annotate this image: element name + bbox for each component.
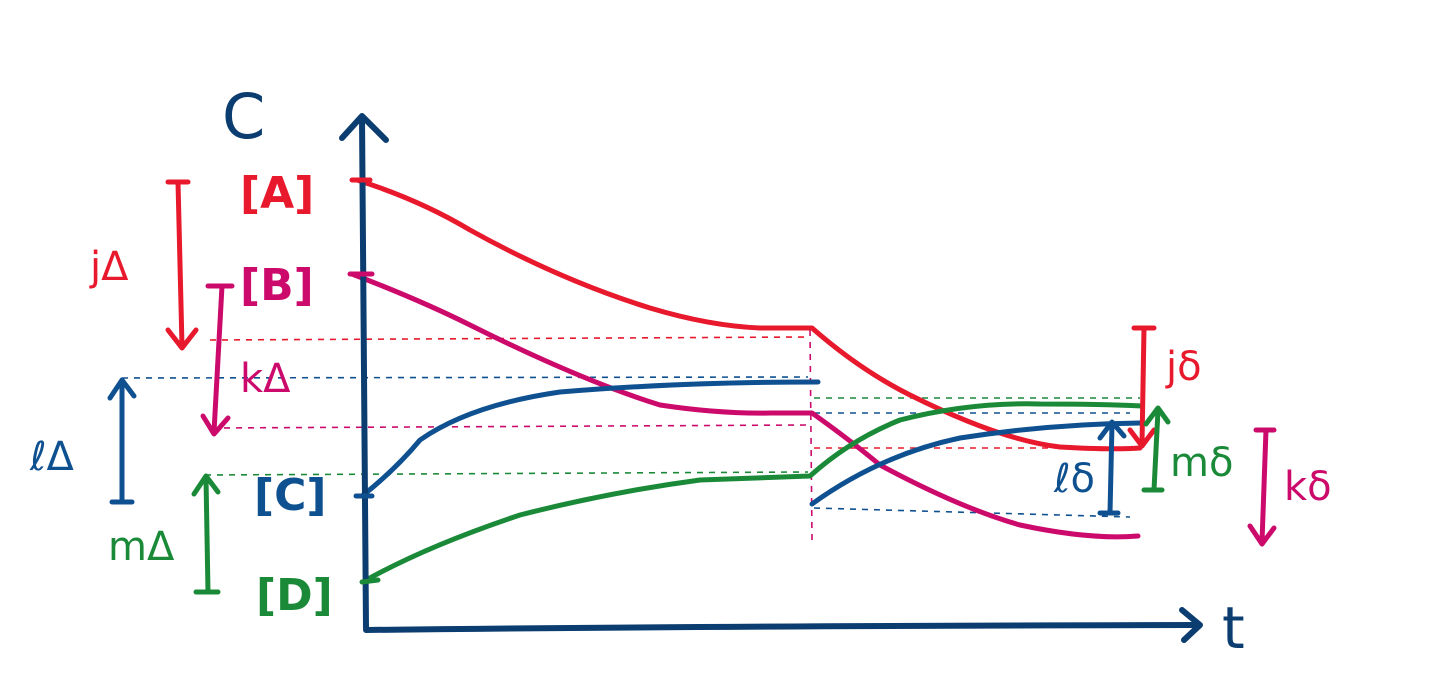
y-axis-label: C [222,80,265,153]
x-axis-arrowhead [1179,607,1203,643]
initial-label-D: [D] [256,570,333,621]
guide-B-equilibrium [211,424,809,429]
guide-disturbance [809,329,813,541]
label-m-small-delta: mδ [1170,440,1233,486]
guide-A-equilibrium [209,336,809,341]
initial-label-B: [B] [240,260,314,311]
arrow-l-delta [107,377,137,505]
initial-label-C: [C] [254,470,327,521]
initial-change-arrows [107,179,235,595]
y-axis [359,115,369,631]
label-m-delta: mΔ [108,524,175,570]
axes [339,113,1203,643]
initial-ticks [347,177,381,585]
label-j-small-delta: jδ [1165,344,1202,390]
label-k-delta: kΔ [240,356,291,402]
arrow-k-delta [200,283,235,437]
curve-C [359,379,1143,507]
curve-D [367,401,1145,581]
arrow-m-delta [191,473,221,595]
guide-lines [121,329,1140,541]
guide-C-equilibrium [121,376,809,379]
arrow-k-small-delta [1247,427,1277,547]
arrow-m-small-delta [1141,405,1171,493]
concentration-curves [349,177,1145,581]
guide-C-disturbed-low [813,507,1131,518]
label-l-small-delta: ℓδ [1053,456,1095,502]
curve-A [354,177,1143,452]
arrow-j-delta [165,179,199,351]
arrow-j-small-delta [1127,325,1157,449]
curve-B [349,271,1141,540]
initial-label-A: [A] [240,168,314,219]
arrow-l-small-delta [1097,419,1127,516]
label-j-delta: jΔ [89,244,129,290]
tick-D [359,577,381,585]
label-l-delta: ℓΔ [29,434,75,480]
guide-D-equilibrium [204,471,809,476]
x-axis-label: t [1222,594,1245,662]
label-k-small-delta: kδ [1284,464,1332,510]
y-axis-arrowhead [339,113,389,143]
disturbance-change-arrows [1097,325,1277,547]
x-axis [363,622,1199,633]
